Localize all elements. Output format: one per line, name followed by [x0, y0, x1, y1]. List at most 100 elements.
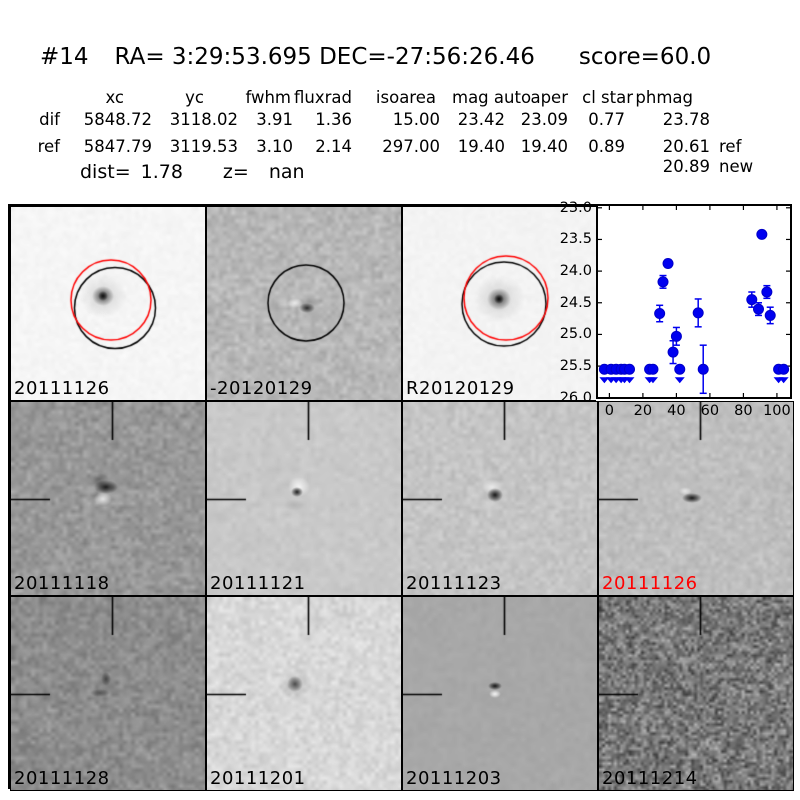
ref-isoarea: 297.00 — [382, 137, 440, 156]
z-value: nan — [268, 161, 305, 183]
data-point — [662, 258, 674, 270]
x-tick-label: 100 — [763, 403, 791, 419]
cutout-epoch: 20111123 — [402, 401, 598, 596]
plot-frame — [596, 204, 792, 399]
cutout-epoch: 20111203 — [402, 596, 598, 791]
cutout-new-epoch: 20111126 — [10, 206, 206, 401]
cutout-image — [403, 207, 597, 400]
row-label: ref — [37, 137, 60, 156]
cutout-date-label: 20111126 — [602, 573, 698, 594]
dif-yc: 3118.02 — [169, 110, 238, 129]
cutout-reference: R20120129 — [402, 206, 598, 401]
col-header-aper: aper — [530, 88, 568, 107]
x-tick-label: 60 — [700, 403, 720, 419]
cutout-image — [403, 597, 597, 790]
dif-isoarea: 15.00 — [392, 110, 440, 129]
candidate-id: #14 — [40, 44, 89, 70]
dif-mag-auto: 23.42 — [457, 110, 505, 129]
col-header-phmag: phmag — [635, 88, 693, 107]
col-header-isoarea: isoarea — [375, 88, 436, 107]
upper-limit-arrow-icon — [599, 377, 610, 384]
ref-xc: 5847.79 — [83, 137, 152, 156]
dif-xc: 5848.72 — [83, 110, 152, 129]
cutout-date-label: R20120129 — [406, 378, 515, 399]
x-tick-label: 40 — [667, 403, 686, 419]
data-point — [624, 363, 636, 375]
row-label: dif — [39, 110, 60, 129]
cutout-epoch: 20111118 — [10, 401, 206, 596]
dif-phmag: 23.78 — [662, 110, 710, 129]
dif-fwhm: 3.91 — [256, 110, 293, 129]
data-point — [692, 307, 704, 319]
data-point — [697, 363, 709, 375]
data-point — [778, 363, 790, 375]
col-header-xc: xc — [105, 88, 124, 107]
cutout-grid: 20111126 -20120129 R20120129 23.0 23.5 24.… — [8, 200, 794, 791]
y-tick-label: 25.5 — [559, 358, 592, 375]
data-point — [654, 308, 666, 320]
coordinates: RA= 3:29:53.695 DEC=-27:56:26.46 — [114, 44, 535, 70]
col-header-mag-auto: mag auto — [452, 88, 532, 107]
dif-fluxrad: 1.36 — [315, 110, 352, 129]
col-header — [0, 88, 60, 107]
y-tick-label: 26.0 — [559, 389, 592, 406]
col-header-cl-star: cl star — [582, 88, 633, 107]
upper-limit-arrow-icon — [624, 377, 635, 384]
cutout-image — [599, 402, 793, 595]
upper-limit-arrow-icon — [674, 377, 685, 384]
cutout-image — [403, 402, 597, 595]
ref-yc: 3119.53 — [169, 137, 238, 156]
cutout-date-label: 20111118 — [14, 573, 110, 594]
light-curve-canvas — [596, 204, 792, 399]
dist-z-line: dist= 1.78 z= nan — [0, 161, 305, 183]
cutout-epoch: 20111201 — [206, 596, 402, 791]
cutout-date-label: 20111123 — [406, 573, 502, 594]
col-header-fluxrad: fluxrad — [294, 88, 352, 107]
ref-fluxrad: 2.14 — [315, 137, 352, 156]
ref-phmag: 20.61 — [662, 137, 710, 156]
cutout-date-label: 20111214 — [602, 768, 698, 789]
upper-limit-arrow-icon — [647, 377, 658, 384]
cutout-date-label: 20111128 — [14, 768, 110, 789]
table-header: xc yc fwhm fluxrad isoarea mag auto aper… — [0, 88, 710, 107]
cutout-image — [11, 402, 205, 595]
x-tick-label: 80 — [734, 403, 753, 419]
cutout-image — [207, 207, 401, 400]
ref-cl-star: 0.89 — [588, 137, 625, 156]
data-point — [761, 286, 773, 298]
table-row-ref: ref 5847.79 3119.53 3.10 2.14 297.00 19.… — [0, 137, 780, 156]
cutout-date-label: -20120129 — [210, 378, 313, 399]
ref-mag-auto: 19.40 — [457, 137, 505, 156]
cutout-epoch: 20111121 — [206, 401, 402, 596]
dist-value: 1.78 — [140, 161, 183, 183]
new-phmag: 20.89 — [662, 157, 710, 176]
page-title: #14 RA= 3:29:53.695 DEC=-27:56:26.46 sco… — [0, 44, 711, 70]
data-point — [752, 303, 764, 315]
dist-label: dist= — [80, 161, 131, 183]
cutout-image — [207, 597, 401, 790]
dif-cl-star: 0.77 — [588, 110, 625, 129]
cutout-epoch-current: 20111126 — [598, 401, 794, 596]
table-row-dif: dif 5848.72 3118.02 3.91 1.36 15.00 23.4… — [0, 110, 780, 129]
cutout-difference: -20120129 — [206, 206, 402, 401]
light-curve-plot: 23.0 23.5 24.0 24.5 25.0 25.5 26.0 0 20 40 60 80 100 — [560, 200, 794, 419]
cutout-image — [11, 597, 205, 790]
dif-aper: 23.09 — [520, 110, 568, 129]
col-header-fwhm: fwhm — [245, 88, 291, 107]
ref-phmag-suffix: ref — [719, 137, 742, 156]
new-phmag-suffix: new — [719, 157, 754, 176]
data-point — [667, 346, 679, 358]
table-row-phmag-new: 20.89 new — [0, 157, 780, 176]
y-tick-label: 24.5 — [559, 294, 592, 311]
x-tick-label: 0 — [604, 403, 615, 419]
x-tick-label: 20 — [633, 403, 653, 419]
ref-fwhm: 3.10 — [256, 137, 293, 156]
data-point — [764, 309, 776, 321]
cutout-date-label: 20111201 — [210, 768, 306, 789]
data-point — [756, 228, 768, 240]
data-point — [657, 276, 669, 288]
y-tick-label: 23.5 — [559, 231, 592, 248]
cutout-epoch: 20111128 — [10, 596, 206, 791]
dif-phmag-suffix — [710, 110, 780, 129]
